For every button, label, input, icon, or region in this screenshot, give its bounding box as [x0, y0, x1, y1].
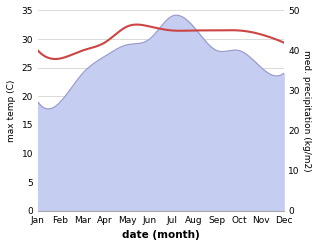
Y-axis label: max temp (C): max temp (C) [7, 79, 16, 142]
Y-axis label: med. precipitation (kg/m2): med. precipitation (kg/m2) [302, 50, 311, 171]
X-axis label: date (month): date (month) [122, 230, 200, 240]
